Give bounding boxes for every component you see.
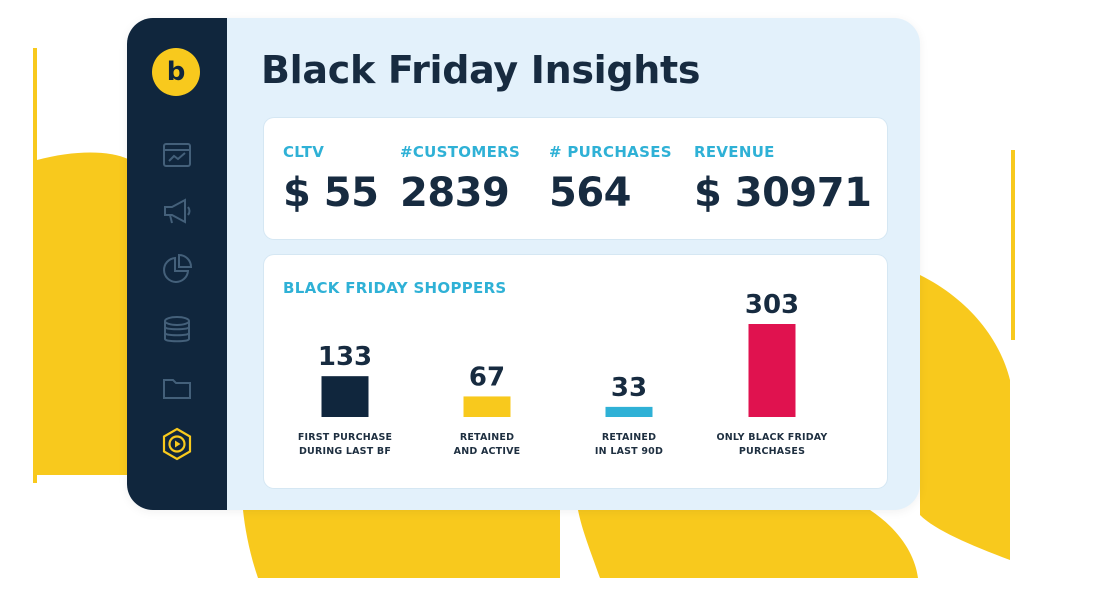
bar-3 <box>605 406 653 417</box>
bar-category-label: AND ACTIVE <box>454 446 521 457</box>
metric-value: 564 <box>549 170 632 216</box>
shoppers-card: BLACK FRIDAY SHOPPERS 133 FIRST PURCHASE D… <box>264 255 887 488</box>
metrics-card: CLTV $ 55 #CUSTOMERS 2839 # PURCHASES 56… <box>264 118 887 239</box>
bar-category-label: FIRST PURCHASE <box>298 432 392 443</box>
shoppers-bar-chart: 133 FIRST PURCHASE DURING LAST BF 67 RETAINE… <box>298 290 828 457</box>
bar-value-label: 303 <box>745 290 799 320</box>
bar-category-label: DURING LAST BF <box>299 446 391 457</box>
bar-category-label: PURCHASES <box>739 446 805 457</box>
bar-value-label: 67 <box>469 362 505 392</box>
brand-logo[interactable]: b <box>152 48 200 96</box>
page-title: Black Friday Insights <box>261 48 701 92</box>
megaphone-icon <box>164 198 191 224</box>
sidebar-item-database[interactable] <box>160 313 194 347</box>
dashboard-icon <box>163 143 191 167</box>
folder-icon <box>163 379 191 399</box>
bar-category-label: RETAINED <box>602 432 656 443</box>
bar-value-label: 133 <box>318 342 372 372</box>
sidebar: b <box>127 18 227 510</box>
app-window: b <box>127 18 920 510</box>
chart-title: BLACK FRIDAY SHOPPERS <box>283 279 507 297</box>
brand-logo-letter: b <box>166 57 186 87</box>
sidebar-item-dashboard[interactable] <box>160 138 194 172</box>
metric-label: CLTV <box>283 143 325 161</box>
bar-2 <box>463 396 511 417</box>
play-hexagon-icon <box>162 427 192 461</box>
metric-label: #CUSTOMERS <box>400 143 521 161</box>
sidebar-item-media[interactable] <box>160 427 194 461</box>
bar-4 <box>748 324 796 417</box>
metric-value: $ 30971 <box>694 170 872 216</box>
sidebar-item-files[interactable] <box>160 371 194 405</box>
metric-value: 2839 <box>400 170 510 216</box>
pie-chart-icon <box>163 253 193 283</box>
metric-label: REVENUE <box>694 143 775 161</box>
sidebar-item-analytics[interactable] <box>160 252 194 286</box>
bar-value-label: 33 <box>611 373 647 403</box>
bar-category-label: RETAINED <box>460 432 514 443</box>
bar-1 <box>321 376 369 417</box>
metric-label: # PURCHASES <box>549 143 672 161</box>
bar-category-label: ONLY BLACK FRIDAY <box>716 432 827 443</box>
database-icon <box>164 316 190 343</box>
sidebar-item-campaigns[interactable] <box>160 194 194 228</box>
metric-value: $ 55 <box>283 170 379 216</box>
bar-category-label: IN LAST 90D <box>595 446 663 457</box>
